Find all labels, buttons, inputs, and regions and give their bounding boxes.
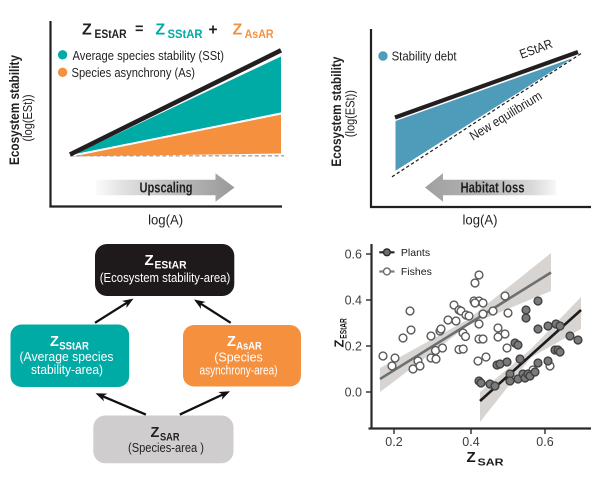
- svg-text:0.0: 0.0: [345, 386, 362, 400]
- svg-text:SStAR: SStAR: [59, 341, 89, 353]
- svg-text:=: =: [135, 22, 143, 38]
- svg-text:0.4: 0.4: [462, 435, 479, 449]
- svg-text:Z: Z: [50, 334, 59, 350]
- svg-text:SStAR: SStAR: [168, 29, 204, 41]
- svg-text:(log(ESt)): (log(ESt)): [343, 90, 358, 137]
- svg-text:Z: Z: [332, 340, 347, 348]
- svg-text:log(A): log(A): [463, 212, 498, 228]
- svg-text:0.2: 0.2: [345, 340, 362, 354]
- svg-text:Z: Z: [151, 425, 160, 441]
- svg-text:+: +: [209, 22, 218, 39]
- svg-text:0.6: 0.6: [536, 435, 553, 449]
- svg-text:(Ecosystem stability-area): (Ecosystem stability-area): [100, 271, 231, 285]
- svg-text:EStAR: EStAR: [155, 260, 187, 272]
- svg-text:Upscaling: Upscaling: [140, 180, 193, 196]
- svg-text:log(A): log(A): [148, 212, 183, 228]
- svg-text:Species asynchrony (As): Species asynchrony (As): [72, 65, 196, 80]
- svg-text:Habitat loss: Habitat loss: [461, 180, 525, 196]
- svg-text:0.2: 0.2: [385, 435, 402, 449]
- svg-text:Stability debt: Stability debt: [392, 49, 457, 64]
- svg-text:(Species: (Species: [214, 351, 263, 365]
- svg-text:Z: Z: [82, 22, 92, 39]
- svg-text:EStAR: EStAR: [339, 318, 349, 339]
- svg-text:SAR: SAR: [478, 457, 504, 469]
- svg-text:SAR: SAR: [160, 432, 180, 444]
- svg-text:(Species-area ): (Species-area ): [128, 441, 204, 455]
- svg-text:(log(ESt)): (log(ESt)): [20, 95, 35, 142]
- svg-text:Average species stability (SSt: Average species stability (SSt): [73, 48, 225, 63]
- svg-text:Fishes: Fishes: [401, 266, 432, 278]
- svg-text:EStAR: EStAR: [95, 29, 128, 41]
- svg-text:Z: Z: [155, 22, 165, 39]
- svg-text:Plants: Plants: [401, 247, 430, 259]
- svg-text:AsAR: AsAR: [236, 341, 262, 353]
- svg-text:Z: Z: [467, 449, 476, 466]
- svg-text:0.4: 0.4: [345, 294, 362, 308]
- svg-text:Z: Z: [145, 252, 154, 269]
- svg-text:Z: Z: [227, 334, 236, 350]
- svg-text:Ecosystem stability: Ecosystem stability: [6, 55, 22, 165]
- svg-text:0.6: 0.6: [345, 248, 362, 262]
- svg-text:(Average species: (Average species: [20, 350, 114, 364]
- svg-text:AsAR: AsAR: [245, 29, 275, 41]
- svg-text:Z: Z: [233, 22, 243, 39]
- svg-text:stability-area): stability-area): [31, 363, 103, 377]
- svg-text:asynchrony-area): asynchrony-area): [200, 364, 278, 378]
- svg-text:Ecosystem stability: Ecosystem stability: [328, 56, 344, 166]
